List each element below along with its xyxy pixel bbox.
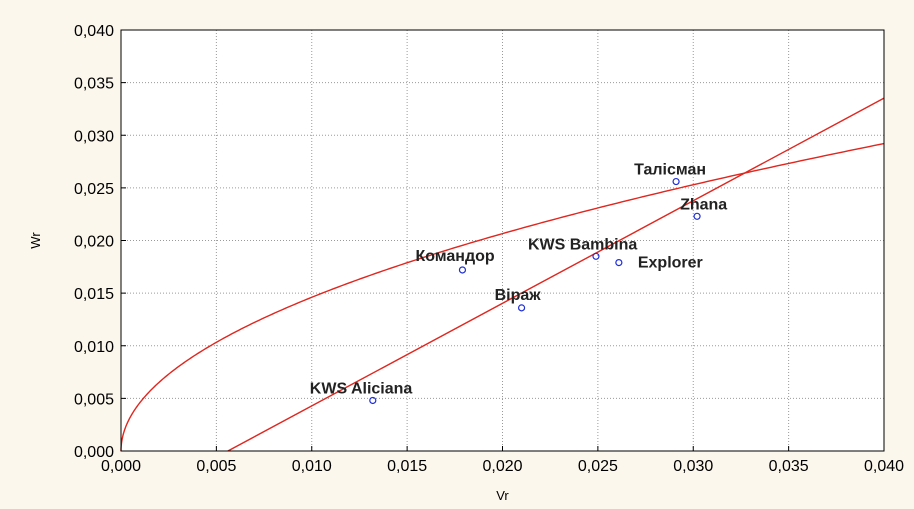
x-tick-label: 0,040 <box>864 458 904 475</box>
data-point <box>517 304 526 312</box>
x-tick-label: 0,005 <box>196 458 236 475</box>
y-tick-label: 0,035 <box>74 76 114 93</box>
x-tick-label: 0,015 <box>387 458 427 475</box>
curves <box>120 97 885 452</box>
data-point <box>592 252 600 260</box>
axis-ticks: 0,000 0,005 0,010 0,015 0,020 0,025 0,030 0,035… <box>74 23 904 475</box>
data-point <box>615 259 623 267</box>
gridlines <box>121 30 884 451</box>
data-point <box>672 177 680 186</box>
limiting-parabola-curve <box>120 142 885 452</box>
y-tick-label: 0,030 <box>74 128 114 145</box>
x-tick-label: 0,020 <box>482 458 522 475</box>
data-point <box>369 396 377 405</box>
x-axis-title: Vr <box>496 488 509 503</box>
data-point-label: Командор <box>415 248 494 265</box>
y-tick-label: 0,025 <box>74 181 114 198</box>
data-point-label: Zhana <box>680 196 727 213</box>
data-point-label: Талісман <box>634 162 706 179</box>
data-point-label: KWS Bambina <box>528 236 637 253</box>
regression-line <box>227 97 885 452</box>
y-tick-label: 0,015 <box>74 286 114 303</box>
data-point <box>693 212 701 220</box>
x-tick-label: 0,030 <box>673 458 713 475</box>
y-axis-title: Wr <box>28 232 43 249</box>
x-tick-label: 0,025 <box>578 458 618 475</box>
data-point-label: Explorer <box>638 255 703 272</box>
y-tick-label: 0,040 <box>74 23 114 40</box>
y-tick-label: 0,005 <box>74 391 114 408</box>
data-point-label: Віраж <box>495 287 542 304</box>
x-tick-label: 0,035 <box>769 458 809 475</box>
x-tick-label: 0,010 <box>292 458 332 475</box>
x-tick-label: 0,000 <box>101 458 141 475</box>
y-tick-label: 0,010 <box>74 339 114 356</box>
data-point-label: KWS Aliciana <box>310 380 413 397</box>
y-tick-label: 0,000 <box>74 444 114 461</box>
y-tick-label: 0,020 <box>74 234 114 251</box>
data-point <box>458 266 467 274</box>
